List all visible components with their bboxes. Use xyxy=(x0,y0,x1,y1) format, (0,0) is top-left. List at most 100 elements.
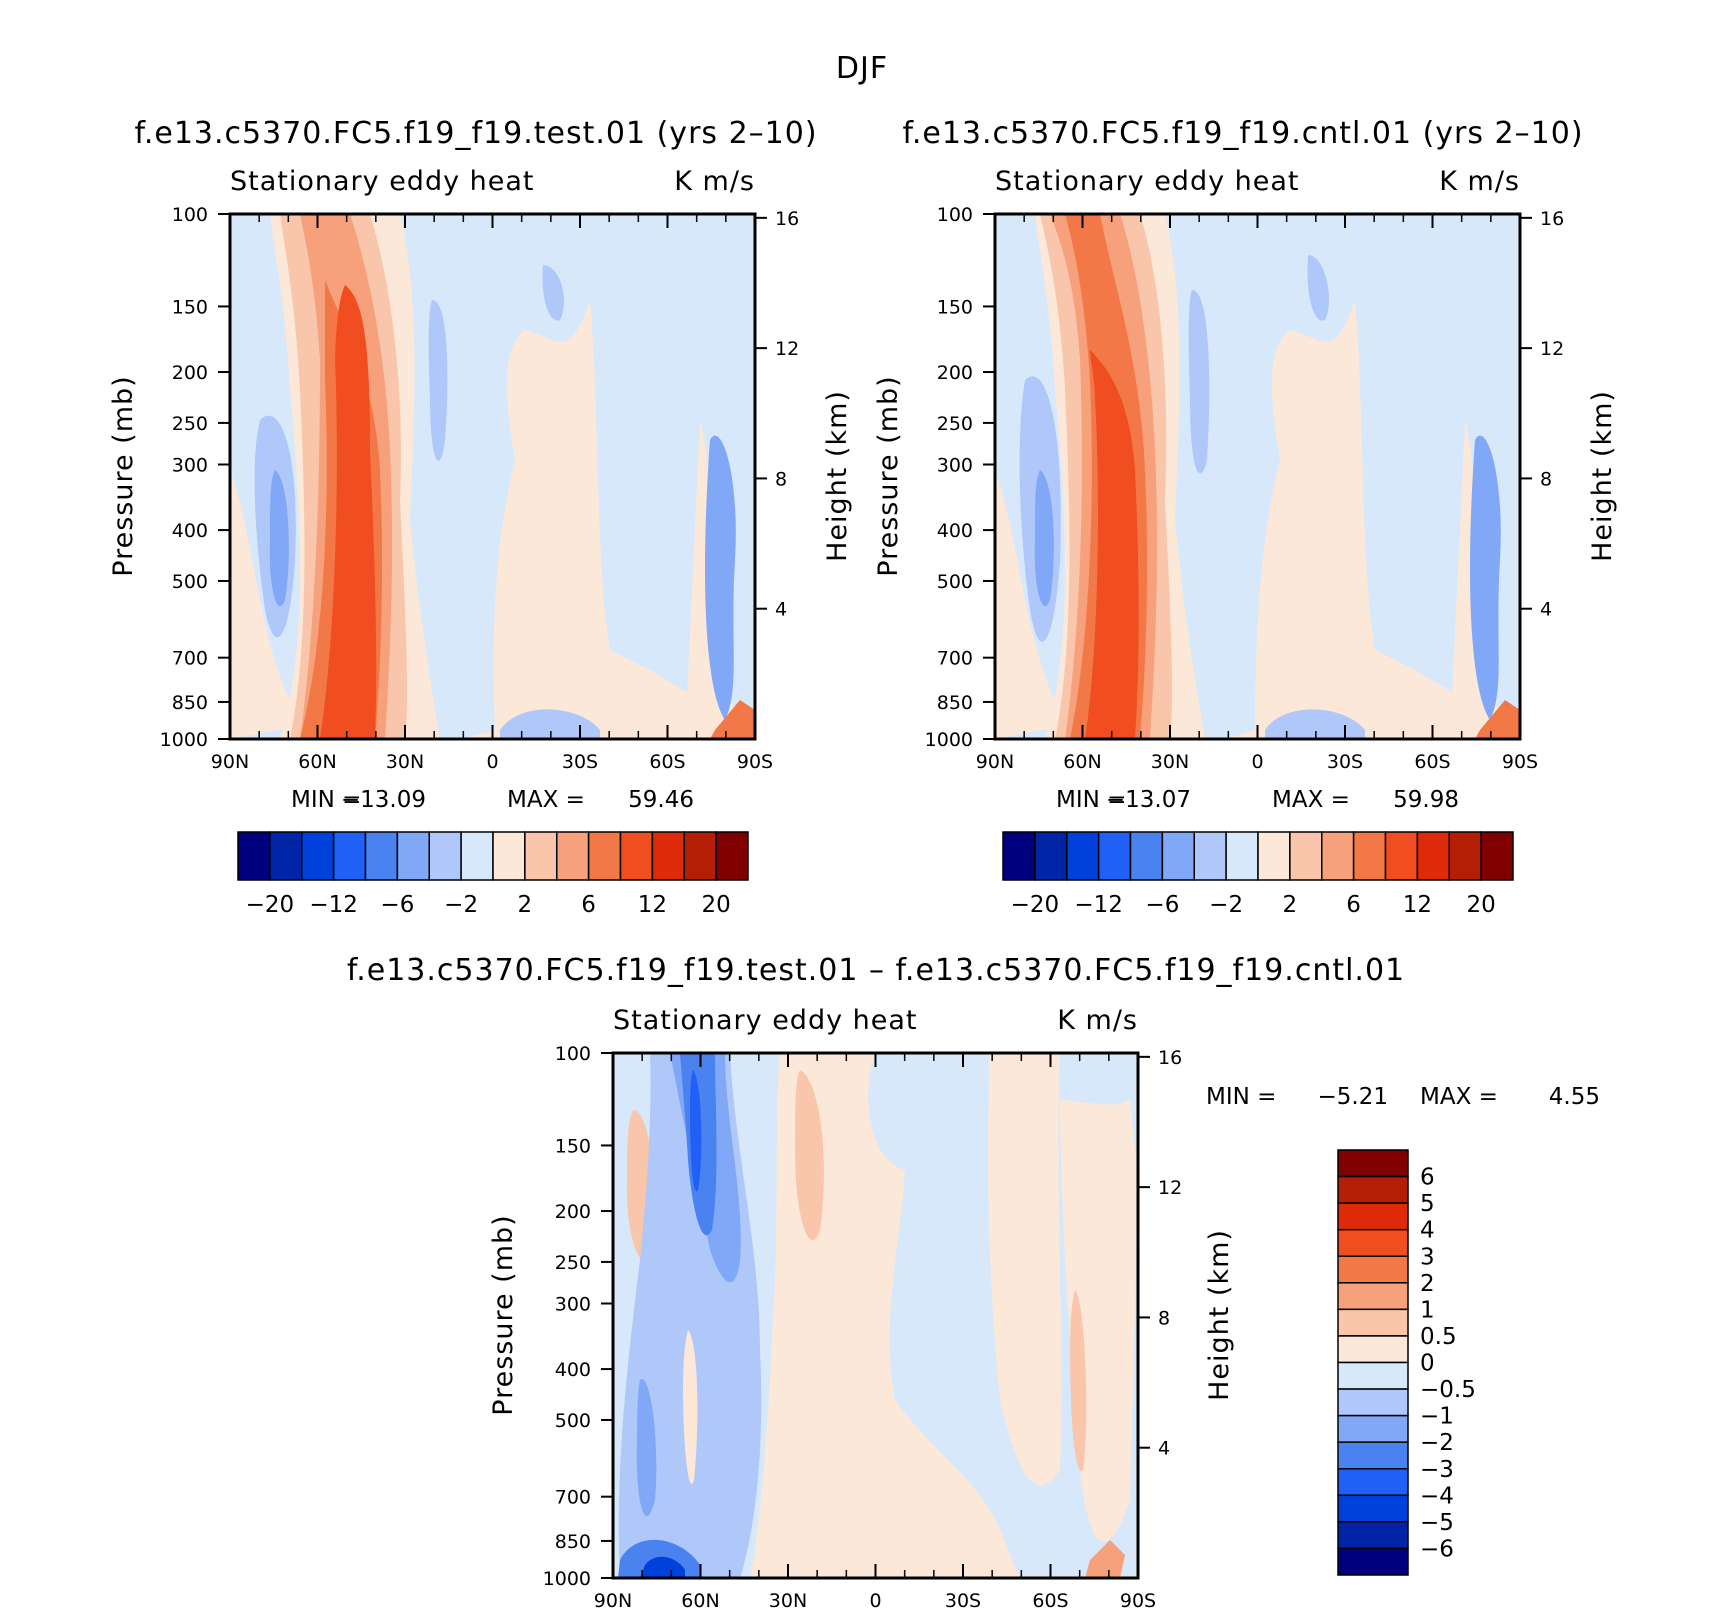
y-tick-label: 250 xyxy=(937,413,973,435)
colorbar-label: −2 xyxy=(444,892,478,918)
min-max-line: MIN = −13.09 MAX = 59.46 xyxy=(291,787,694,813)
colorbar-swatch xyxy=(1034,831,1068,881)
contour-field xyxy=(230,214,755,739)
colorbar: −20 −12 −6 −2 2 6 12 20 xyxy=(237,831,749,918)
x-tick-label: 90S xyxy=(1120,1590,1156,1611)
field-pos-midlat-column xyxy=(683,1330,698,1484)
panel-units: K m/s xyxy=(674,166,755,197)
colorbar-label: −2 xyxy=(1209,892,1243,918)
colorbar-swatch xyxy=(1337,1521,1409,1550)
y-tick-label: 850 xyxy=(555,1531,591,1553)
panel-test: f.e13.c5370.FC5.f19_f19.test.01 (yrs 2–1… xyxy=(108,116,853,918)
min-value: −5.21 xyxy=(1318,1084,1388,1110)
y-tick-label: 100 xyxy=(555,1043,591,1065)
colorbar-label: −12 xyxy=(1074,892,1123,918)
y-tick-label: 300 xyxy=(937,454,973,476)
field-neg-midlat-upper xyxy=(1188,290,1210,474)
colorbar-label: 1 xyxy=(1420,1297,1435,1323)
colorbar-label: 20 xyxy=(1466,892,1495,918)
y2-tick-label: 8 xyxy=(1158,1307,1170,1329)
field-neg-polar-nh-core xyxy=(269,470,289,607)
colorbar-label: 6 xyxy=(581,892,596,918)
y2-ticks: 16 12 8 4 xyxy=(1138,1047,1182,1460)
panel-case-title: f.e13.c5370.FC5.f19_f19.test.01 – f.e13.… xyxy=(347,953,1405,988)
colorbar-swatch xyxy=(1384,831,1419,881)
y-tick-label: 500 xyxy=(937,571,973,593)
colorbar-swatch xyxy=(332,831,367,881)
field-lev-12 xyxy=(1085,350,1139,739)
colorbar-label: −5 xyxy=(1420,1510,1454,1536)
min-label: MIN = xyxy=(291,787,361,813)
y-tick-label: 500 xyxy=(172,571,208,593)
x-tick-label: 30N xyxy=(1151,751,1189,773)
colorbar-swatch xyxy=(396,831,430,881)
colorbar-swatch xyxy=(1337,1282,1409,1311)
y-axis-label: Pressure (mb) xyxy=(488,1214,519,1415)
panel-field-title: Stationary eddy heat xyxy=(230,166,535,197)
field-neg-polar-nh-core xyxy=(1034,470,1054,607)
y-tick-label: 700 xyxy=(555,1487,591,1509)
colorbar-swatch xyxy=(683,831,717,881)
y-tick-label: 850 xyxy=(172,692,208,714)
colorbar-swatch xyxy=(492,831,526,881)
y-tick-label: 700 xyxy=(937,648,973,670)
x-tick-label: 30N xyxy=(769,1590,807,1611)
y-tick-label: 250 xyxy=(172,413,208,435)
colorbar-swatch xyxy=(1257,831,1291,881)
x-tick-label: 0 xyxy=(869,1590,881,1611)
colorbar-label: 12 xyxy=(638,892,667,918)
max-label: MAX = xyxy=(507,787,585,813)
y-tick-label: 300 xyxy=(172,454,208,476)
colorbar-swatch xyxy=(1416,831,1450,881)
y-tick-label: 1000 xyxy=(160,729,208,751)
y2-tick-label: 12 xyxy=(775,338,799,360)
y2-tick-label: 8 xyxy=(1540,468,1552,490)
y-tick-label: 200 xyxy=(937,362,973,384)
panel-units: K m/s xyxy=(1439,166,1520,197)
contour-field xyxy=(613,1053,1138,1578)
y2-tick-label: 4 xyxy=(1158,1438,1170,1460)
colorbar-swatch xyxy=(1337,1414,1409,1443)
x-tick-label: 0 xyxy=(486,751,498,773)
x-tick-label: 60N xyxy=(681,1590,719,1611)
colorbar-swatch xyxy=(556,831,590,881)
colorbar-swatch xyxy=(1161,831,1195,881)
colorbar-swatch xyxy=(1002,831,1036,881)
y-tick-label: 150 xyxy=(937,296,973,318)
y2-ticks: 16 12 8 4 xyxy=(755,208,799,621)
colorbar-swatch xyxy=(428,831,462,881)
colorbar-swatch xyxy=(269,831,303,881)
colorbar-label: −3 xyxy=(1420,1457,1454,1483)
contour-field xyxy=(995,214,1520,739)
colorbar-swatch xyxy=(1337,1149,1409,1178)
colorbar-label: −1 xyxy=(1420,1404,1454,1430)
colorbar-label: −20 xyxy=(1011,892,1060,918)
y-tick-label: 200 xyxy=(172,362,208,384)
y2-tick-label: 16 xyxy=(1158,1047,1182,1069)
colorbar-label: 5 xyxy=(1420,1191,1435,1217)
y2-tick-label: 16 xyxy=(775,208,799,230)
colorbar-swatch xyxy=(1448,831,1482,881)
y2-axis-label: Height (km) xyxy=(1204,1229,1235,1401)
x-ticks: 90N 60N 30N 0 30S 60S 90S xyxy=(211,214,773,773)
y-tick-label: 150 xyxy=(555,1135,591,1157)
field-positive-tropics xyxy=(1225,300,1465,739)
y-tick-label: 400 xyxy=(555,1359,591,1381)
min-value: −13.09 xyxy=(341,787,426,813)
field-pos-subtrop-sh xyxy=(988,1053,1062,1486)
field-neg-sh-surface xyxy=(500,709,600,739)
field-pos-sh-surface xyxy=(710,700,755,739)
colorbar-label: 0 xyxy=(1420,1351,1435,1377)
y-ticks: 100 150 200 250 300 400 500 700 850 1000 xyxy=(160,204,230,751)
x-tick-label: 30S xyxy=(1327,751,1363,773)
y2-axis-label: Height (km) xyxy=(822,390,853,562)
colorbar-swatch xyxy=(587,831,622,881)
field-positive-tropics xyxy=(460,300,700,739)
field-lev-12 xyxy=(320,285,377,739)
x-tick-label: 60S xyxy=(1032,1590,1068,1611)
y2-tick-label: 4 xyxy=(775,599,787,621)
panel-case-title: f.e13.c5370.FC5.f19_f19.cntl.01 (yrs 2–1… xyxy=(902,116,1583,151)
max-value: 59.46 xyxy=(628,787,694,813)
